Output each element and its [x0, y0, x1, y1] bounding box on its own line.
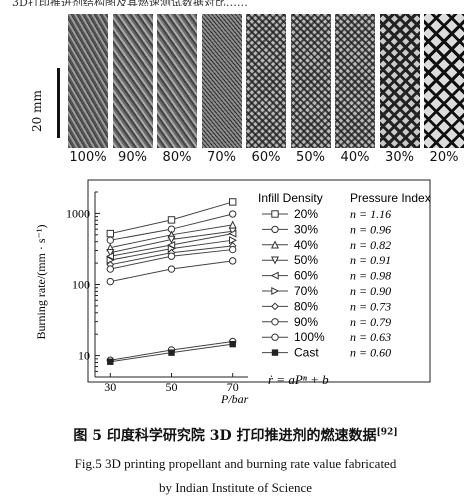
legend-label: 70%: [294, 284, 318, 298]
sample-strip: [290, 14, 331, 148]
rate-equation: ṙ = aPⁿ + b: [268, 372, 329, 387]
infill-label: 90%: [118, 150, 147, 165]
x-tick-label: 30: [104, 380, 116, 394]
data-point: [229, 210, 237, 218]
caption-english-line1: Fig.5 3D printing propellant and burning…: [74, 456, 397, 471]
legend-label: 30%: [294, 222, 318, 236]
sample-strip: [68, 14, 108, 148]
legend-label: 40%: [294, 238, 318, 252]
scale-label: 20 mm: [30, 90, 44, 132]
infill-label: 40%: [340, 150, 370, 165]
data-point: [167, 252, 176, 260]
data-point: [106, 229, 114, 238]
pressure-index-value: n = 0.90: [350, 284, 391, 298]
y-tick-label: 10: [78, 349, 90, 363]
chart-frame: [87, 179, 431, 383]
burning-rate-chart: 10 100 1000 30 50 70P/bar Burning rate/(mm · s…: [34, 179, 431, 406]
sample-strip: [112, 14, 153, 148]
truncated-header-text: 3D打印推进剂结构图及其燃速测试数据对比……: [12, 0, 412, 6]
caption-chinese: 图 5 印度科学研究院 3D 打印推进剂的燃速数据[92]: [0, 425, 471, 445]
infill-label: 50%: [296, 150, 325, 165]
sample-strip: [246, 14, 286, 148]
legend-label: 90%: [294, 315, 318, 329]
legend-label: 80%: [294, 299, 318, 313]
data-point: [229, 340, 236, 348]
legend-marker: [271, 225, 279, 234]
y-axis-label: Burning rate/(mm · s⁻¹): [34, 225, 48, 340]
caption-chinese-text: 图 5 印度科学研究院 3D 打印推进剂的燃速数据: [73, 428, 377, 444]
infill-label: 60%: [251, 150, 281, 165]
data-point: [167, 235, 176, 244]
pressure-index-title: Pressure Index: [350, 191, 431, 205]
pressure-index-value: n = 0.96: [350, 222, 391, 236]
infill-label: 30%: [385, 150, 414, 165]
legend-label: 20%: [294, 207, 318, 221]
infill-label: 70%: [207, 150, 236, 165]
data-point: [107, 358, 114, 365]
legend-marker: [270, 240, 280, 249]
pressure-index-value: n = 0.73: [350, 299, 391, 313]
x-tick-label: 70: [227, 380, 239, 394]
data-point: [168, 349, 175, 356]
data-point: [106, 249, 115, 258]
legend-marker: [270, 256, 280, 265]
infill-label: 20%: [429, 150, 459, 165]
data-point: [105, 252, 114, 261]
legend-marker: [271, 302, 279, 311]
data-point: [229, 257, 237, 265]
sample-photos: [60, 14, 464, 148]
data-point: [106, 265, 115, 273]
caption-english-line2: by Indian Institute of Science: [158, 480, 313, 495]
scale-bar: [57, 68, 60, 138]
pressure-index-value: n = 0.98: [350, 269, 391, 283]
data-point: [106, 277, 115, 286]
pressure-index-value: n = 0.60: [350, 346, 391, 360]
infill-label: 100%: [69, 150, 107, 165]
pressure-index-value: n = 0.82: [350, 238, 391, 252]
legend-marker: [271, 286, 280, 296]
legend-title: Infill Density: [258, 191, 323, 205]
x-tick-label: 50: [166, 380, 178, 394]
legend-marker: [271, 349, 279, 356]
sample-strip: [201, 14, 242, 148]
legend-label: 50%: [294, 253, 318, 267]
y-tick-label: 1000: [66, 206, 90, 220]
sample-strip: [379, 14, 420, 148]
legend-label: 60%: [294, 269, 318, 283]
pressure-index-value: n = 0.63: [350, 330, 391, 344]
data-point: [229, 198, 237, 206]
infill-label: 80%: [162, 150, 192, 165]
sample-strip: [424, 14, 464, 148]
data-point: [229, 236, 238, 245]
legend-label: Cast: [294, 346, 319, 360]
data-point: [106, 236, 115, 244]
legend-label: 100%: [294, 330, 325, 344]
legend-marker: [271, 318, 279, 326]
caption-ref: [92]: [376, 427, 398, 438]
data-point: [167, 265, 176, 273]
data-point: [228, 229, 237, 238]
legend-marker: [271, 210, 279, 218]
caption-english: Fig.5 3D printing propellant and burning…: [0, 452, 471, 500]
sample-strip: [157, 14, 197, 148]
data-point: [229, 245, 237, 254]
data-point: [167, 216, 176, 224]
pressure-index-value: n = 1.16: [350, 207, 391, 221]
x-axis-label: P/bar: [220, 392, 249, 406]
y-tick-label: 100: [72, 278, 90, 292]
sample-strip: [335, 14, 375, 148]
legend-marker: [270, 271, 279, 280]
legend-marker: [271, 333, 279, 341]
pressure-index-value: n = 0.91: [350, 253, 391, 267]
pressure-index-value: n = 0.79: [350, 315, 391, 329]
